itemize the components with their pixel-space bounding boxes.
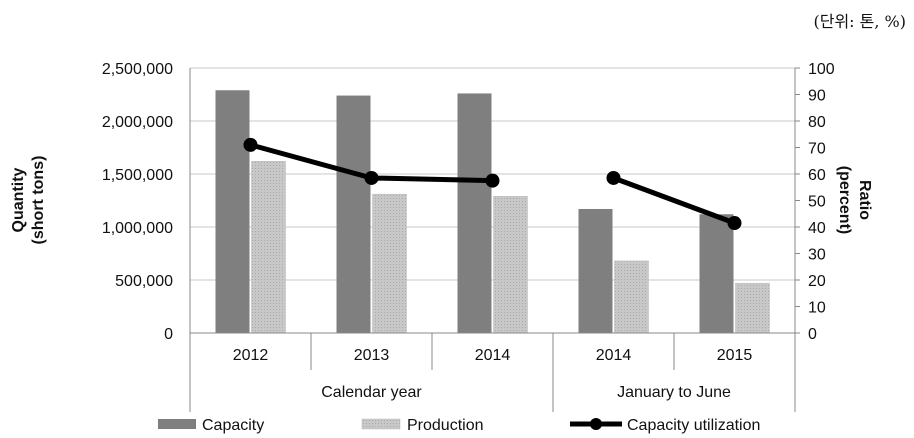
legend-label-capacity-utilization: Capacity utilization — [627, 417, 760, 434]
x-tick-label: 2015 — [717, 347, 753, 364]
point-capacity-utilization — [727, 216, 742, 231]
legend-swatch-utilization-point — [590, 418, 602, 430]
y-tick-label: 0 — [164, 326, 173, 343]
y-tick-label: 2,000,000 — [102, 114, 173, 131]
y2-tick-label: 60 — [808, 167, 826, 184]
point-capacity-utilization — [485, 173, 500, 188]
legend-swatch-capacity — [158, 419, 196, 429]
y2-tick-label: 90 — [808, 88, 826, 105]
point-capacity-utilization — [606, 170, 621, 185]
x-tick-label: 2014 — [596, 347, 632, 364]
legend-swatch-production — [361, 418, 401, 430]
bar-production — [735, 282, 770, 334]
x-tick-label: 2013 — [354, 347, 390, 364]
y2-tick-label: 0 — [808, 326, 817, 343]
legend-label-capacity: Capacity — [202, 417, 264, 434]
point-capacity-utilization — [364, 170, 379, 185]
x-tick-label: 2012 — [233, 347, 269, 364]
y2-tick-label: 40 — [808, 220, 826, 237]
x-group-label: Calendar year — [321, 384, 422, 401]
bar-production — [251, 161, 286, 334]
bar-capacity — [336, 95, 371, 333]
y2-tick-label: 70 — [808, 141, 826, 158]
x-group-label: January to June — [617, 384, 731, 401]
y2-tick-label: 30 — [808, 247, 826, 264]
bar-capacity — [457, 93, 492, 333]
y-tick-label: 1,500,000 — [102, 167, 173, 184]
point-capacity-utilization — [243, 137, 258, 152]
bar-capacity — [215, 90, 250, 333]
y2-axis-title: Ratio(percent) — [836, 166, 873, 234]
bar-production — [614, 260, 649, 334]
bar-capacity — [578, 208, 613, 333]
y2-tick-label: 10 — [808, 300, 826, 317]
bar-production — [493, 196, 528, 334]
bar-production — [372, 193, 407, 334]
y2-tick-label: 20 — [808, 273, 826, 290]
x-tick-label: 2014 — [475, 347, 511, 364]
y2-tick-label: 100 — [808, 61, 835, 78]
y-axis-title: Quantity (short tons) — [10, 156, 47, 245]
y2-tick-label: 50 — [808, 194, 826, 211]
legend-label-production: Production — [407, 417, 484, 434]
unit-note: (단위: 톤, %) — [813, 12, 907, 31]
y-tick-label: 1,000,000 — [102, 220, 173, 237]
y-tick-label: 500,000 — [115, 273, 173, 290]
y-tick-label: 2,500,000 — [102, 61, 173, 78]
line-capacity-utilization — [612, 175, 736, 226]
bar-capacity — [699, 214, 734, 333]
y2-tick-label: 80 — [808, 114, 826, 131]
